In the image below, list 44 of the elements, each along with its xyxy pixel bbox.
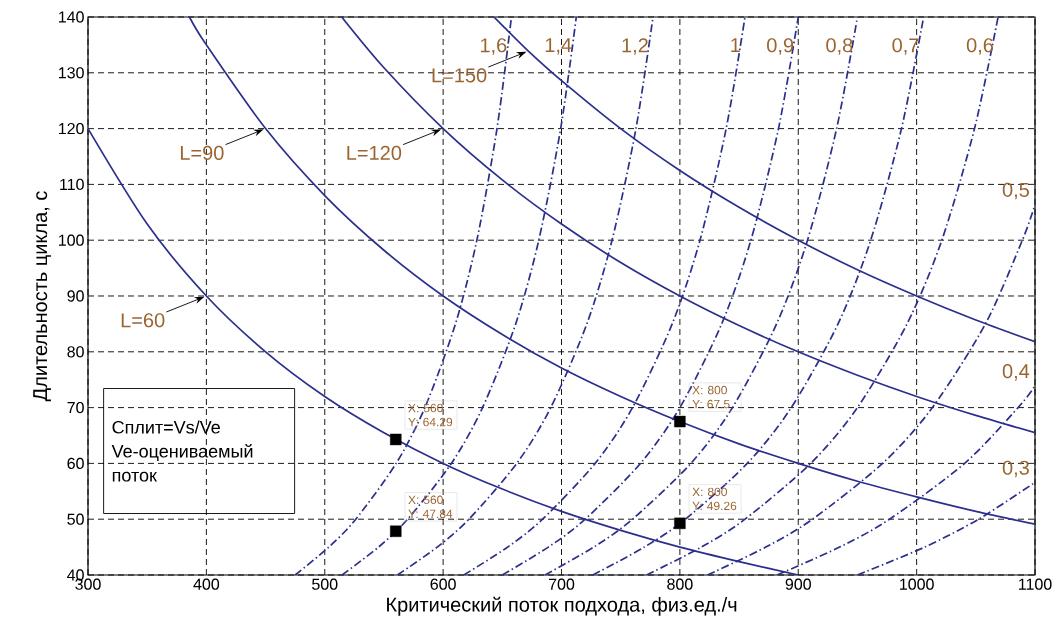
- series-label: 0,9: [767, 38, 794, 55]
- x-tick-label: 800: [667, 578, 693, 590]
- text: L=60: [121, 313, 165, 328]
- series-label: 0,6: [966, 38, 994, 55]
- x-tick-label: 900: [785, 578, 811, 590]
- point: [390, 433, 402, 446]
- series-label: 1,6: [480, 38, 507, 55]
- data-label: X: 800 Y: 67.5: [692, 385, 730, 409]
- annotation: Сплит=Vs/Ve: [112, 420, 220, 434]
- series-label: 1: [731, 38, 740, 52]
- series-label: 0,5: [1002, 182, 1029, 200]
- series-label: 0,4: [1002, 364, 1030, 381]
- annotation: Ve-оцениваемый поток: [111, 444, 253, 482]
- x-tick-label: 500: [312, 578, 338, 590]
- series-label: 0,7: [892, 38, 919, 55]
- x-axis-title: Критический поток подхода, физ.ед./ч: [387, 596, 737, 616]
- series-label: 0,3: [1002, 460, 1029, 478]
- y-tick-label: 140: [59, 11, 84, 23]
- series-label: 0,8: [826, 38, 853, 55]
- x-tick-label: 1000: [900, 578, 934, 590]
- x-tick-label: 700: [548, 578, 575, 590]
- data-label: X: 560 Y: 47.84: [408, 495, 453, 519]
- point: [390, 525, 402, 537]
- y-tick-label: 120: [59, 122, 84, 135]
- y-tick-label: 80: [67, 346, 84, 358]
- text: L=90: [180, 145, 224, 160]
- y-tick-label: 70: [67, 401, 84, 414]
- series-label: 1,2: [622, 38, 648, 55]
- y-tick-label: 100: [59, 234, 84, 246]
- data-label: X: 800 Y: 49.26: [692, 487, 737, 511]
- point: [674, 415, 686, 428]
- text: L=150: [432, 68, 487, 83]
- series-label: 1,4: [545, 38, 572, 55]
- y-tick-label: 50: [67, 513, 84, 525]
- y-tick-label: 90: [67, 290, 84, 302]
- point: [674, 517, 686, 530]
- y-tick-label: 110: [60, 178, 84, 191]
- y-tick-label: 60: [67, 457, 84, 470]
- y-tick-label: 130: [59, 67, 84, 79]
- y-axis-title: Длительность цикла, с: [33, 191, 51, 402]
- x-tick-label: 600: [430, 578, 456, 590]
- x-tick-label: 400: [193, 578, 220, 590]
- text: L=120: [347, 145, 402, 160]
- x-tick-label: 1100: [1019, 578, 1052, 590]
